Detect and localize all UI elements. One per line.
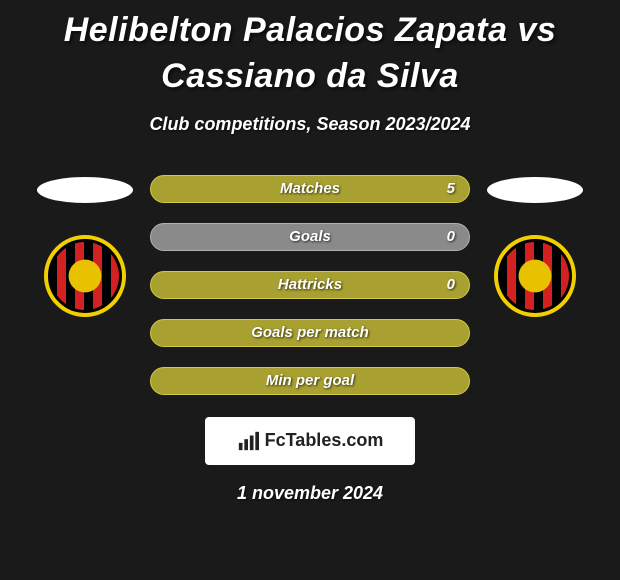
stat-label: Min per goal (266, 372, 354, 389)
right-flag-icon (487, 177, 583, 203)
stat-bar-goals-per-match: Goals per match (150, 319, 470, 347)
stat-bar-matches: Matches 5 (150, 175, 470, 203)
stat-bar-hattricks: Hattricks 0 (150, 271, 470, 299)
stat-value-right: 0 (447, 276, 455, 293)
stat-value-right: 5 (447, 180, 455, 197)
left-player-column (30, 175, 140, 317)
right-club-badge-icon (494, 235, 576, 317)
left-club-badge-icon (44, 235, 126, 317)
comparison-body: Matches 5 Goals 0 Hattricks 0 Goals per … (0, 175, 620, 395)
brand-text: FcTables.com (265, 430, 384, 451)
stat-label: Hattricks (278, 276, 342, 293)
page-title: Helibelton Palacios Zapata vs Cassiano d… (0, 0, 620, 100)
brand-badge: FcTables.com (205, 417, 415, 465)
chart-icon (237, 430, 259, 452)
stat-label: Goals per match (251, 324, 369, 341)
stat-bar-goals: Goals 0 (150, 223, 470, 251)
date-line: 1 november 2024 (0, 483, 620, 504)
stat-label: Goals (289, 228, 331, 245)
stat-bar-min-per-goal: Min per goal (150, 367, 470, 395)
stat-value-right: 0 (447, 228, 455, 245)
stat-label: Matches (280, 180, 340, 197)
subtitle: Club competitions, Season 2023/2024 (0, 114, 620, 135)
left-flag-icon (37, 177, 133, 203)
stats-column: Matches 5 Goals 0 Hattricks 0 Goals per … (140, 175, 480, 395)
right-player-column (480, 175, 590, 317)
